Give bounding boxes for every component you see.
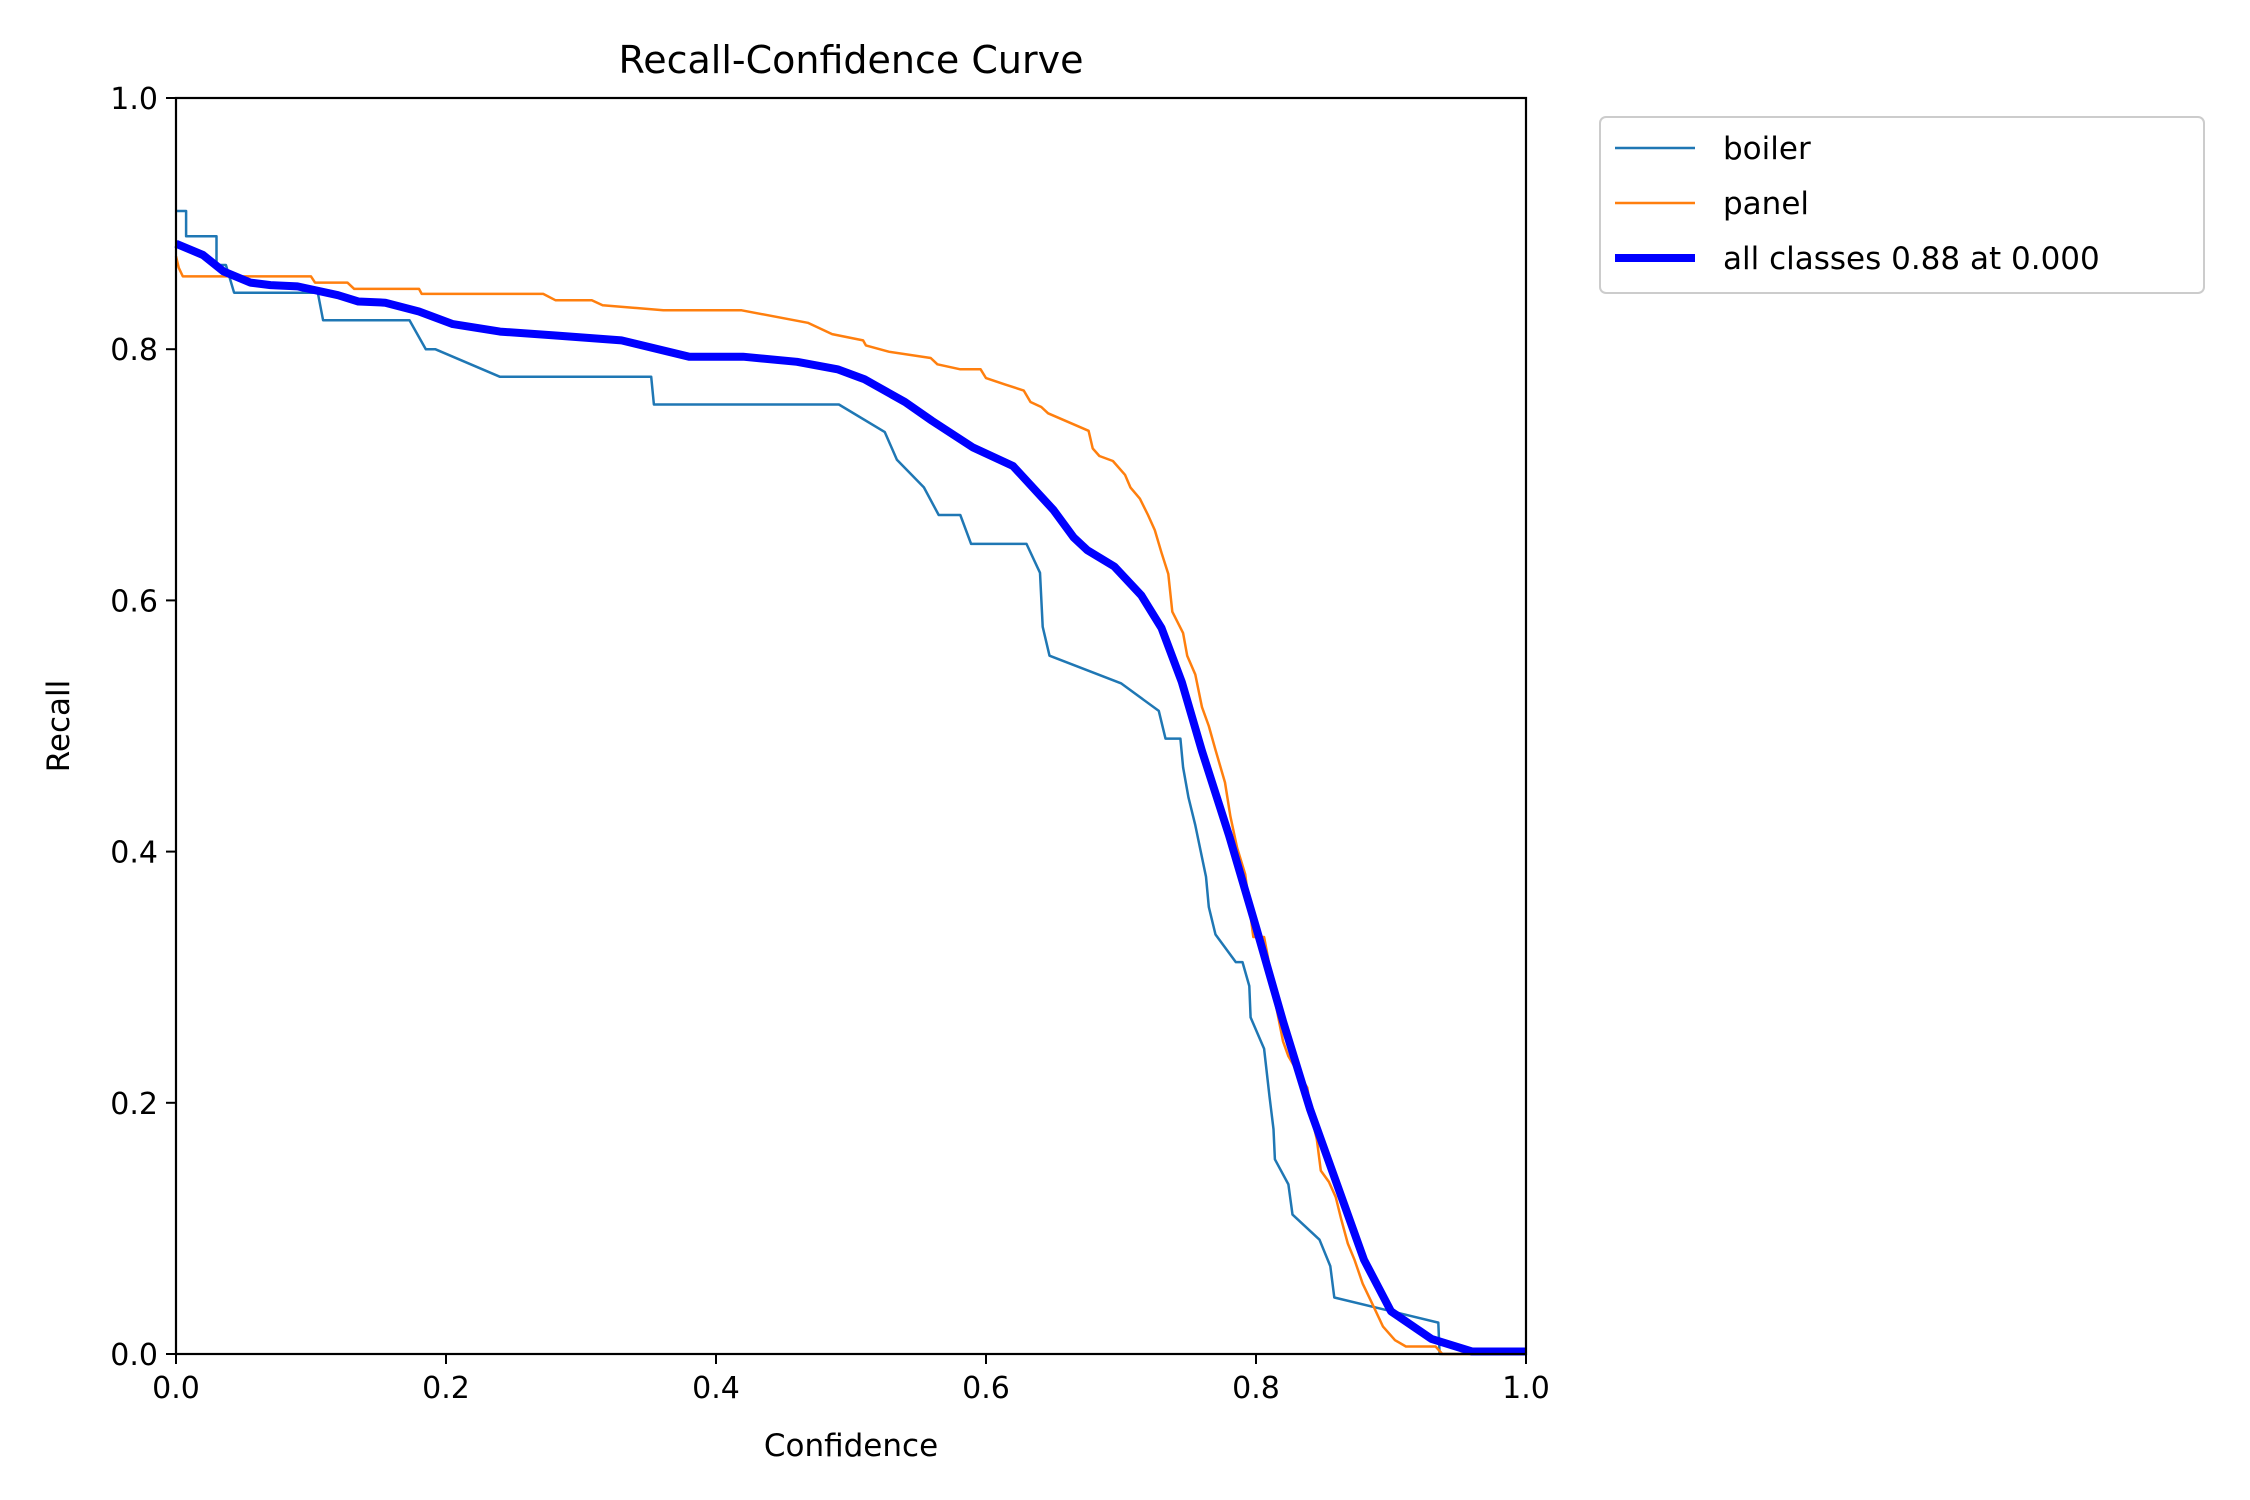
y-tick-label: 0.0 (110, 1338, 158, 1373)
y-tick-label: 0.2 (110, 1087, 158, 1122)
x-tick-label: 1.0 (1502, 1371, 1550, 1406)
series-line-all (174, 240, 1526, 1356)
legend-label-panel: panel (1723, 186, 1809, 222)
x-axis-ticks: 0.0 0.2 0.4 0.6 0.8 1.0 (152, 1354, 1550, 1406)
y-tick-label: 1.0 (110, 82, 158, 117)
x-tick-label: 0.4 (692, 1371, 740, 1406)
y-tick-label: 0.4 (110, 836, 158, 871)
x-tick-label: 0.2 (422, 1371, 470, 1406)
series-line-boiler (176, 209, 1526, 1356)
y-axis-ticks: 0.0 0.2 0.4 0.6 0.8 1.0 (110, 82, 176, 1373)
legend-box (1599, 116, 2205, 294)
legend-label-all: all classes 0.88 at 0.000 (1723, 241, 2100, 277)
series-line-panel (174, 256, 1526, 1356)
chart-title: Recall-Confidence Curve (619, 38, 1084, 82)
x-tick-label: 0.6 (962, 1371, 1010, 1406)
series-lines (174, 209, 1526, 1356)
y-tick-label: 0.6 (110, 584, 158, 619)
plot-frame (174, 96, 1528, 1356)
y-axis-label: Recall (41, 680, 77, 773)
x-tick-label: 0.0 (152, 1371, 200, 1406)
y-tick-label: 0.8 (110, 333, 158, 368)
x-tick-label: 0.8 (1232, 1371, 1280, 1406)
legend-label-boiler: boiler (1723, 131, 1811, 167)
x-axis-label: Confidence (764, 1428, 938, 1464)
legend: boiler panel all classes 0.88 at 0.000 (1599, 116, 2205, 294)
